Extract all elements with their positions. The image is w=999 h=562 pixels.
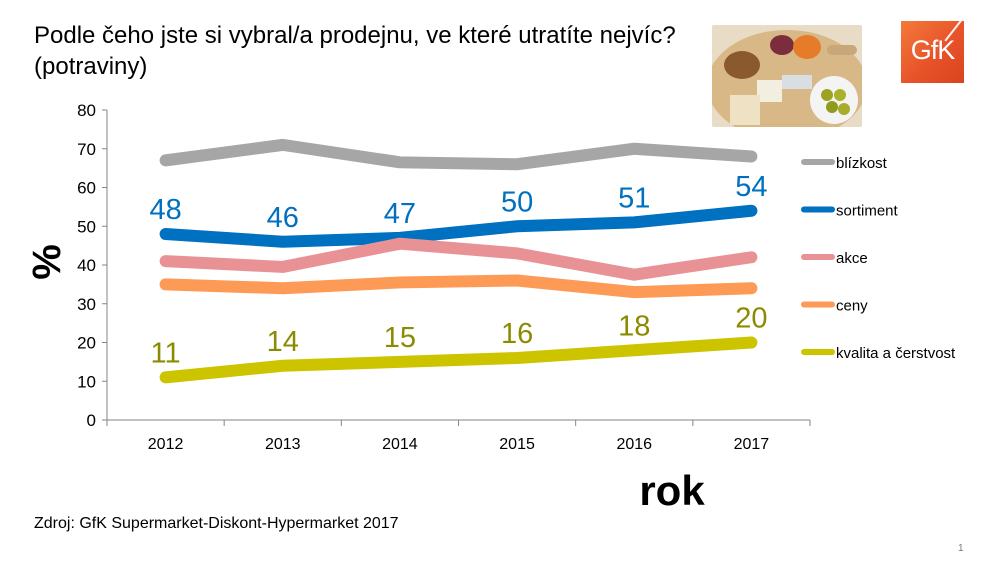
data-point <box>750 287 752 289</box>
data-point <box>633 274 635 276</box>
data-point <box>633 291 635 293</box>
gfk-logo: GfK <box>901 19 964 83</box>
data-point <box>165 233 167 235</box>
data-label: 20 <box>735 303 767 335</box>
x-tick-label: 2013 <box>265 436 301 453</box>
x-tick-label: 2015 <box>499 436 535 453</box>
series-line-ceny <box>159 274 758 299</box>
y-tick-label: 20 <box>77 334 96 353</box>
legend-label: blízkost <box>836 155 888 172</box>
data-point <box>750 156 752 157</box>
data-label: 46 <box>267 202 299 234</box>
y-tick-label: 40 <box>77 256 96 275</box>
y-axis-title: % <box>25 244 69 280</box>
data-label: 50 <box>501 186 533 218</box>
legend-label: kvalita a čerstvost <box>836 345 956 362</box>
page-number: 1 <box>958 543 964 554</box>
data-point <box>516 357 518 359</box>
data-point <box>282 287 284 289</box>
data-point <box>750 342 752 343</box>
x-tick-label: 2016 <box>616 436 652 453</box>
y-tick-label: 60 <box>77 179 96 198</box>
data-label: 48 <box>149 194 181 226</box>
y-tick-label: 80 <box>77 101 96 120</box>
data-point <box>516 225 518 227</box>
data-label: 47 <box>384 198 416 230</box>
series-line-sortiment <box>159 204 758 248</box>
data-point <box>282 365 284 367</box>
y-tick-label: 0 <box>87 411 96 430</box>
data-label: 14 <box>267 326 299 358</box>
legend-label: sortiment <box>836 203 899 220</box>
data-label: 16 <box>501 318 533 350</box>
data-point <box>516 163 518 165</box>
legend-label: akce <box>836 250 868 267</box>
data-point <box>750 256 752 258</box>
data-point <box>399 361 401 363</box>
x-axis-title: rok <box>639 467 705 514</box>
data-point <box>399 161 401 163</box>
data-label: 51 <box>618 182 650 214</box>
x-tick-label: 2017 <box>734 436 770 453</box>
data-point <box>165 283 167 285</box>
y-tick-label: 50 <box>77 217 96 236</box>
y-tick-label: 10 <box>77 372 96 391</box>
data-point <box>399 281 401 283</box>
slide-title: Podle čeho jste si vybral/a prodejnu, ve… <box>34 22 676 80</box>
series-line-kvalita-a-čerstvost <box>159 336 758 384</box>
data-point <box>633 221 635 223</box>
food-platter-image <box>712 25 862 127</box>
data-point <box>633 148 635 150</box>
source-note: Zdroj: GfK Supermarket-Diskont-Hypermark… <box>34 515 399 532</box>
legend-label: ceny <box>836 298 868 315</box>
data-label: 15 <box>384 322 416 354</box>
data-point <box>750 210 752 212</box>
data-point <box>399 243 401 245</box>
data-point <box>282 241 284 243</box>
data-point <box>516 252 518 254</box>
data-label: 11 <box>151 337 181 369</box>
x-tick-label: 2014 <box>382 436 418 453</box>
series-line-akce <box>159 237 758 281</box>
data-label: 18 <box>618 310 650 342</box>
data-point <box>165 159 167 161</box>
data-point <box>165 376 167 378</box>
data-point <box>516 280 518 281</box>
y-tick-label: 30 <box>77 295 96 314</box>
series-line-blízkost <box>159 138 758 171</box>
data-point <box>165 260 167 262</box>
y-tick-label: 70 <box>77 140 96 159</box>
data-point <box>282 266 284 268</box>
data-point <box>633 349 635 351</box>
data-label: 54 <box>735 171 767 203</box>
logo-text: GfK <box>910 35 956 65</box>
data-point <box>282 144 284 146</box>
x-tick-label: 2012 <box>148 436 184 453</box>
